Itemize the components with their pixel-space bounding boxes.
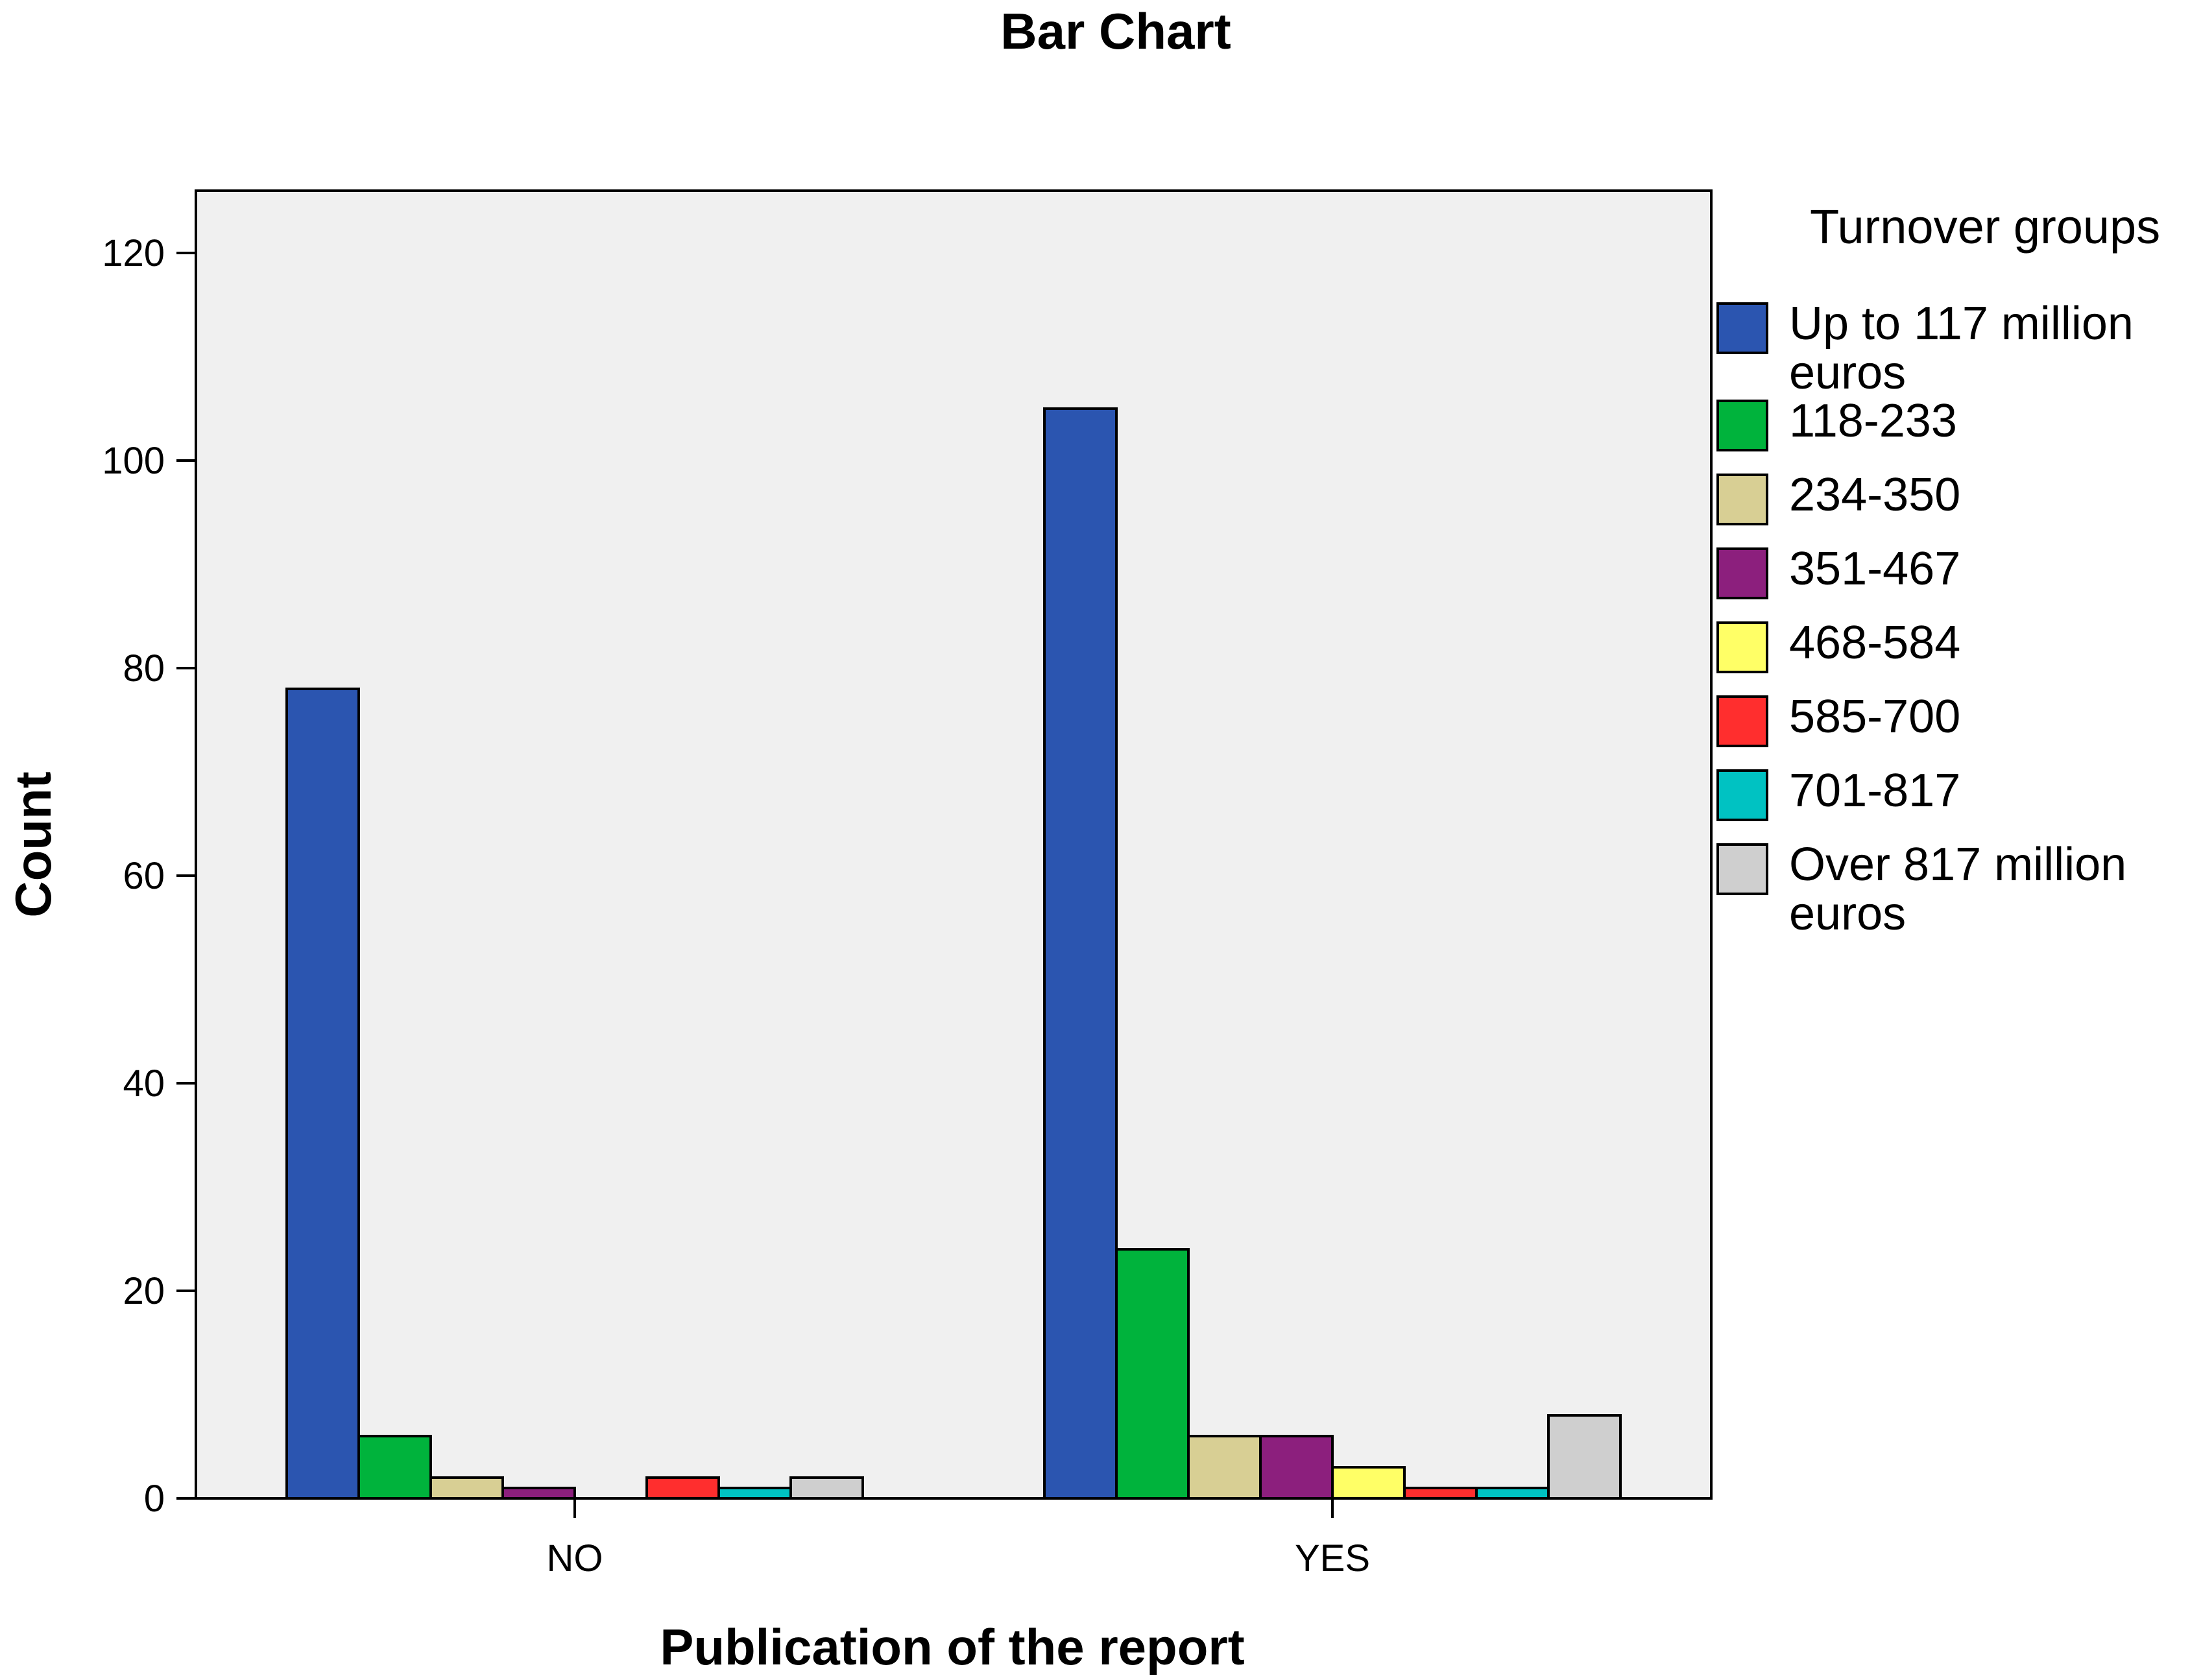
bar [285, 688, 360, 1500]
legend-swatch [1716, 547, 1768, 599]
legend-swatch [1716, 769, 1768, 821]
y-axis-label: Count [5, 771, 62, 917]
bar [789, 1476, 864, 1500]
legend-label: Over 817 million euros [1789, 839, 2126, 940]
bar [1043, 407, 1118, 1500]
chart-title: Bar Chart [1000, 3, 1231, 60]
legend-label: 351-467 [1789, 543, 1960, 595]
y-tick-label: 60 [123, 855, 165, 897]
bar [1475, 1487, 1550, 1500]
legend-swatch [1716, 843, 1768, 895]
bar [429, 1476, 504, 1500]
legend-swatch [1716, 621, 1768, 673]
y-tick-label: 100 [102, 440, 165, 482]
bar [1403, 1487, 1478, 1500]
x-tick-label: YES [1295, 1537, 1370, 1579]
bar [717, 1487, 792, 1500]
legend-label: 701-817 [1789, 765, 1960, 817]
legend-swatch [1716, 695, 1768, 747]
y-tick-label: 20 [123, 1270, 165, 1312]
bar [1187, 1435, 1262, 1500]
x-axis-label: Publication of the report [660, 1618, 1244, 1675]
legend-label: 118-233 [1789, 395, 1957, 447]
legend-label: Up to 117 million euros [1789, 298, 2134, 399]
legend-title: Turnover groups [1810, 200, 2160, 254]
y-tick-label: 120 [102, 232, 165, 274]
legend-label: 468-584 [1789, 617, 1960, 669]
bars-group [285, 407, 1622, 1500]
y-tick-label: 80 [123, 647, 165, 690]
x-tick-label: NO [547, 1537, 603, 1579]
y-tick-label: 40 [123, 1062, 165, 1105]
bar [645, 1476, 720, 1500]
y-tick-label: 0 [144, 1478, 165, 1520]
legend: Turnover groups Up to 117 million euros11… [1716, 200, 2160, 940]
bar [1547, 1414, 1622, 1500]
bar [1331, 1466, 1406, 1500]
legend-swatch [1716, 474, 1768, 525]
legend-swatch [1716, 302, 1768, 354]
legend-swatch [1716, 400, 1768, 451]
y-axis: 0 20 40 60 80 100 120 [102, 232, 196, 1520]
bar [1259, 1435, 1334, 1500]
bar [1115, 1248, 1190, 1500]
plot-area [195, 189, 1713, 1500]
bar [357, 1435, 432, 1500]
legend-label: 234-350 [1789, 469, 1960, 521]
x-axis: NO YES [547, 1498, 1370, 1579]
legend-label: 585-700 [1789, 691, 1960, 743]
bar [501, 1487, 576, 1500]
